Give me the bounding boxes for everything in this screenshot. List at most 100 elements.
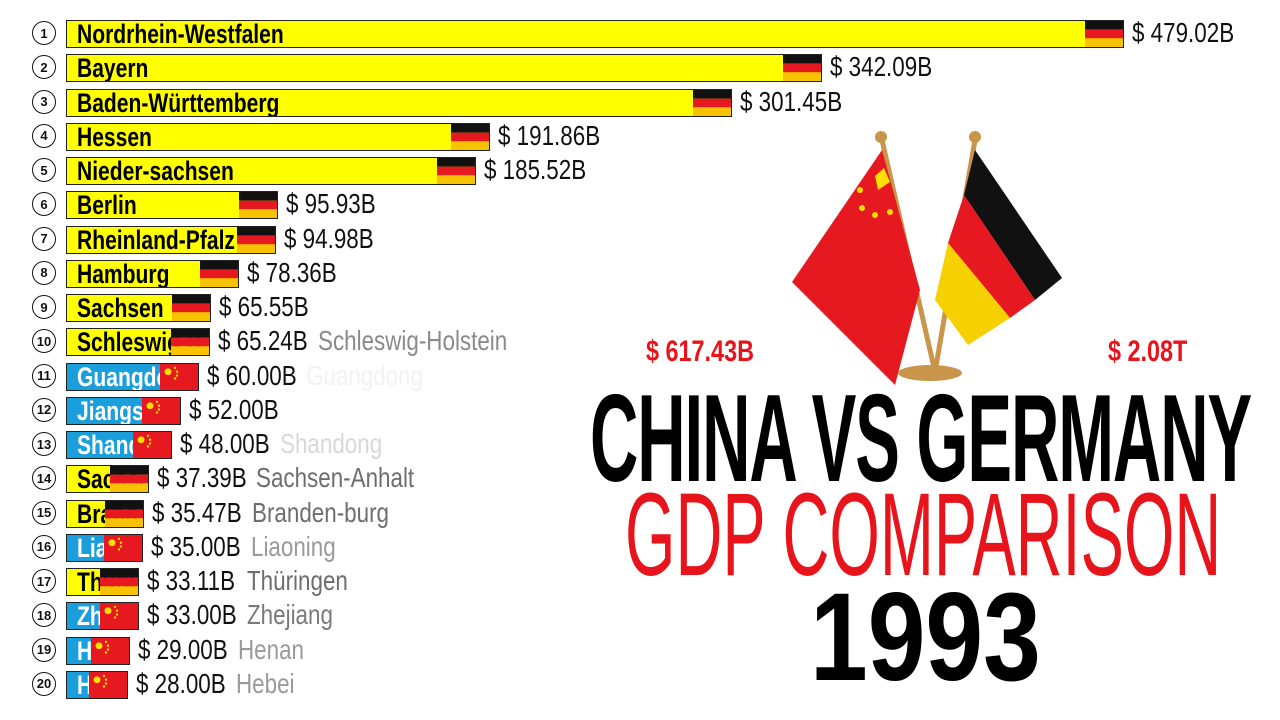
page-title: CHINA VS GERMANY [590,370,1252,508]
outside-name-label: Shandong [279,428,382,460]
rank-badge: 12 [32,397,56,422]
rank-badge: 5 [32,158,56,183]
bar: Rheinland-Pfalz [66,225,276,254]
bar-label: Sachsen [77,294,164,323]
bar-label: Hessen [77,122,152,151]
china-flag-icon [104,534,143,561]
bar: Guangdong [66,362,199,391]
rank-badge: 14 [32,466,56,491]
bar-label: Baden-Württemberg [77,88,280,117]
bar: Sachsen-Anhalt [66,465,149,494]
china-total: $ 617.43B [646,335,754,368]
value-label: $ 33.00B [146,599,237,631]
value-label: $ 52.00B [188,393,279,425]
value-label: $ 479.02B [1132,17,1235,48]
bar: Schleswig-Holstein [66,328,211,357]
value-label: $ 185.52B [483,154,586,186]
germany-flag-icon [450,123,489,150]
bar: Sachsen [66,294,211,323]
bar-row: 7 Rheinland-Pfalz $ 94.98B [0,223,373,255]
bar-row: 11 Guangdong $ 60.00B Guangdong [0,360,423,392]
bar-row: 4 Hessen $ 191.86B [0,120,600,152]
bar-row: 8 Hamburg $ 78.36B [0,257,337,289]
rank-badge: 2 [32,55,56,80]
germany-flag-icon [171,295,210,322]
value-label: $ 35.00B [151,530,241,562]
value-label: $ 65.55B [218,291,309,323]
bar-label: Bayern [77,54,149,83]
china-flag-icon [88,671,127,698]
rank-badge: 9 [32,295,56,320]
page-subtitle: GDP COMPARISON [625,469,1222,601]
year-label: 1993 [810,568,1041,707]
value-label: $ 37.39B [156,462,247,494]
bar: Nieder-sachsen [66,157,476,186]
outside-name-label: Schleswig-Holstein [317,325,507,357]
bar: Shandong [66,431,173,460]
bar-row: 3 Baden-Württemberg $ 301.45B [0,86,842,118]
rank-badge: 20 [32,671,56,696]
rank-badge: 4 [32,123,56,148]
rank-badge: 17 [32,569,56,594]
value-label: $ 33.11B [147,565,236,597]
rank-badge: 19 [32,637,56,662]
china-flag-icon [133,432,172,459]
outside-name-label: Sachsen-Anhalt [256,462,415,494]
rank-badge: 11 [32,363,56,388]
germany-flag-icon [109,466,148,493]
bar: Baden-Württemberg [66,88,732,117]
outside-name-label: Branden-burg [252,496,389,528]
bar: Henan [66,636,131,665]
china-flag-icon [159,363,198,390]
germany-flag-icon [1085,21,1123,47]
rank-badge: 7 [32,226,56,251]
bar-label: Berlin [77,191,137,220]
rank-badge: 1 [32,21,56,45]
bar-row: 2 Bayern $ 342.09B [0,52,932,83]
outside-name-label: Thüringen [246,565,348,597]
rank-badge: 6 [32,192,56,217]
bar-label: Nordrhein-Westfalen [77,20,284,48]
china-flag-icon [99,603,138,630]
outside-name-label: Liaoning [250,530,336,562]
rank-badge: 18 [32,603,56,628]
bar: Hessen [66,122,490,151]
value-label: $ 29.00B [138,633,228,665]
value-label: $ 35.47B [152,496,243,528]
germany-flag-icon [200,260,239,287]
value-label: $ 48.00B [180,428,270,460]
outside-name-label: Guangdong [306,359,424,391]
germany-flag-icon [100,569,139,596]
bar: Liaoning [66,533,144,562]
rank-badge: 16 [32,534,56,559]
rank-badge: 10 [32,329,56,354]
value-label: $ 28.00B [135,667,226,699]
germany-flag-icon [782,55,821,82]
rank-badge: 8 [32,260,56,285]
bar-row: 6 Berlin $ 95.93B [0,189,376,220]
germany-flag-icon [105,500,144,527]
bar-row: 1 Nordrhein-Westfalen $ 479.02B [0,18,1234,49]
bar: Thüringen [66,568,140,597]
value-label: $ 301.45B [739,85,842,117]
bar: Bayern [66,54,822,83]
bar-row: 9 Sachsen $ 65.55B [0,292,308,323]
bar: Hamburg [66,259,240,288]
value-label: $ 191.86B [497,119,600,151]
outside-name-label: Zhejiang [246,599,333,631]
value-label: $ 95.93B [285,188,376,220]
germany-total: $ 2.08T [1108,335,1188,368]
bar: Hebei [66,670,128,699]
germany-flag-icon [238,192,277,219]
germany-flag-icon [436,158,475,185]
germany-flag-icon [171,329,210,356]
value-label: $ 342.09B [829,51,932,83]
